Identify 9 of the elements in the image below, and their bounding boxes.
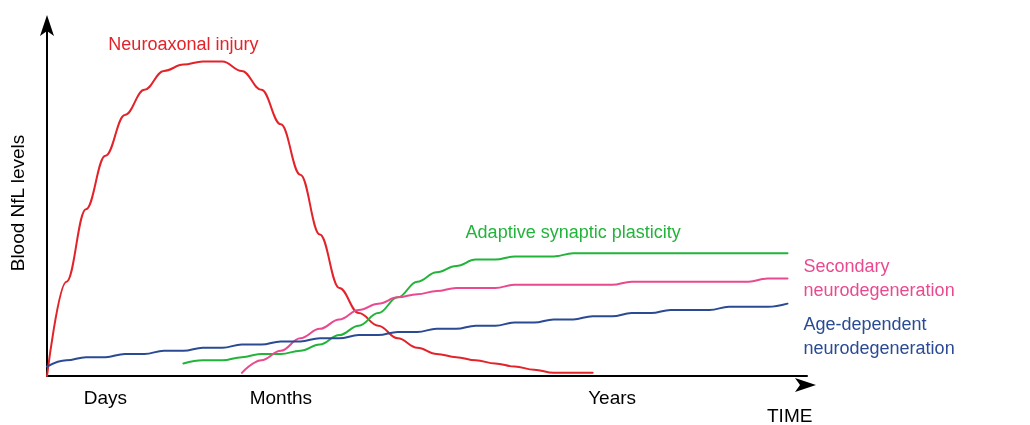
y-axis-title: Blood NfL levels xyxy=(7,134,28,272)
x-tick-label: Months xyxy=(249,387,312,408)
x-tick-label: Days xyxy=(83,387,128,408)
x-tick-label: Years xyxy=(588,387,637,408)
series-label: Age-dependent neurodegeneration xyxy=(803,313,955,358)
series-label: Secondary neurodegeneration xyxy=(803,256,955,301)
x-axis-title: TIME xyxy=(767,405,813,425)
series-label: Neuroaxonal injury xyxy=(108,33,259,54)
series-label: Adaptive synaptic plasticity xyxy=(465,222,681,243)
